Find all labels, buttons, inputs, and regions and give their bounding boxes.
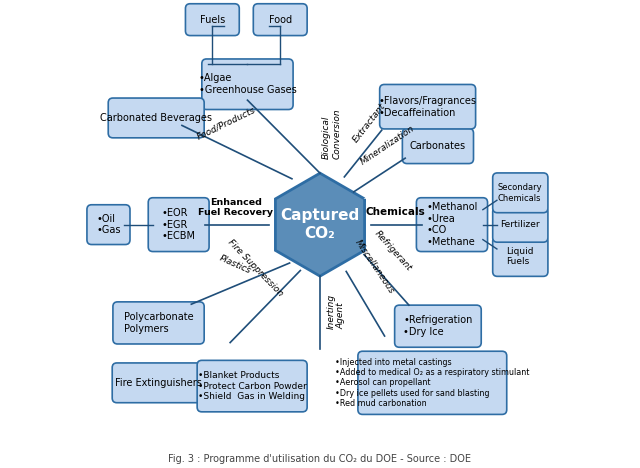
FancyBboxPatch shape (87, 205, 130, 244)
Text: Extractant: Extractant (351, 102, 388, 144)
FancyBboxPatch shape (380, 84, 476, 129)
FancyBboxPatch shape (493, 173, 548, 212)
Text: Fig. 3 : Programme d'utilisation du CO₂ du DOE - Source : DOE: Fig. 3 : Programme d'utilisation du CO₂ … (168, 454, 472, 464)
FancyBboxPatch shape (113, 302, 204, 344)
Text: •Flavors/Fragrances
•Decaffeination: •Flavors/Fragrances •Decaffeination (379, 96, 477, 117)
Text: Liquid
Fuels: Liquid Fuels (506, 247, 534, 266)
FancyBboxPatch shape (148, 197, 209, 251)
Text: Food: Food (269, 15, 292, 25)
Text: Enhanced
Fuel Recovery: Enhanced Fuel Recovery (198, 198, 273, 217)
FancyBboxPatch shape (358, 351, 507, 415)
FancyBboxPatch shape (253, 4, 307, 36)
FancyBboxPatch shape (493, 207, 548, 242)
Text: Fertilizer: Fertilizer (500, 220, 540, 229)
FancyBboxPatch shape (202, 59, 293, 110)
Text: Fire Extinguishers: Fire Extinguishers (115, 378, 202, 388)
Text: Inerting
Agent: Inerting Agent (326, 293, 346, 329)
Text: Carbonates: Carbonates (410, 141, 466, 151)
Text: Chemicals: Chemicals (365, 207, 425, 217)
Text: Refrigerant: Refrigerant (372, 228, 413, 272)
Text: Captured
CO₂: Captured CO₂ (280, 208, 360, 241)
Text: •Algae
•Greenhouse Gases: •Algae •Greenhouse Gases (198, 73, 296, 95)
FancyBboxPatch shape (186, 4, 239, 36)
Text: •Blanket Products
•Protect Carbon Powder
•Shield  Gas in Welding: •Blanket Products •Protect Carbon Powder… (198, 371, 307, 401)
Text: Carbonated Beverages: Carbonated Beverages (100, 113, 212, 123)
Text: •EOR
•EGR
•ECBM: •EOR •EGR •ECBM (162, 208, 196, 241)
Text: Plastics: Plastics (218, 253, 252, 275)
Text: •Methanol
•Urea
•CO
•Methane: •Methanol •Urea •CO •Methane (426, 202, 477, 247)
Text: Fire Suppression: Fire Suppression (226, 238, 285, 299)
FancyBboxPatch shape (493, 236, 548, 276)
Text: •Injected into metal castings
•Added to medical O₂ as a respiratory stimulant
•A: •Injected into metal castings •Added to … (335, 358, 529, 408)
Text: Secondary
Chemicals: Secondary Chemicals (498, 183, 543, 203)
Text: •Oil
•Gas: •Oil •Gas (96, 214, 121, 235)
Text: Food/Products: Food/Products (196, 105, 257, 141)
Polygon shape (275, 173, 365, 276)
Text: •Refrigeration
•Dry Ice: •Refrigeration •Dry Ice (403, 315, 472, 337)
Text: Biological
Conversion: Biological Conversion (322, 108, 341, 159)
Text: Miscellaneous: Miscellaneous (353, 238, 396, 296)
FancyBboxPatch shape (108, 98, 204, 138)
FancyBboxPatch shape (417, 197, 488, 251)
Text: Fuels: Fuels (200, 15, 225, 25)
FancyBboxPatch shape (112, 363, 205, 402)
Text: Polycarbonate
Polymers: Polycarbonate Polymers (124, 312, 193, 334)
Text: Mineralization: Mineralization (359, 124, 417, 167)
FancyBboxPatch shape (197, 360, 307, 412)
FancyBboxPatch shape (403, 128, 474, 164)
FancyBboxPatch shape (395, 305, 481, 347)
